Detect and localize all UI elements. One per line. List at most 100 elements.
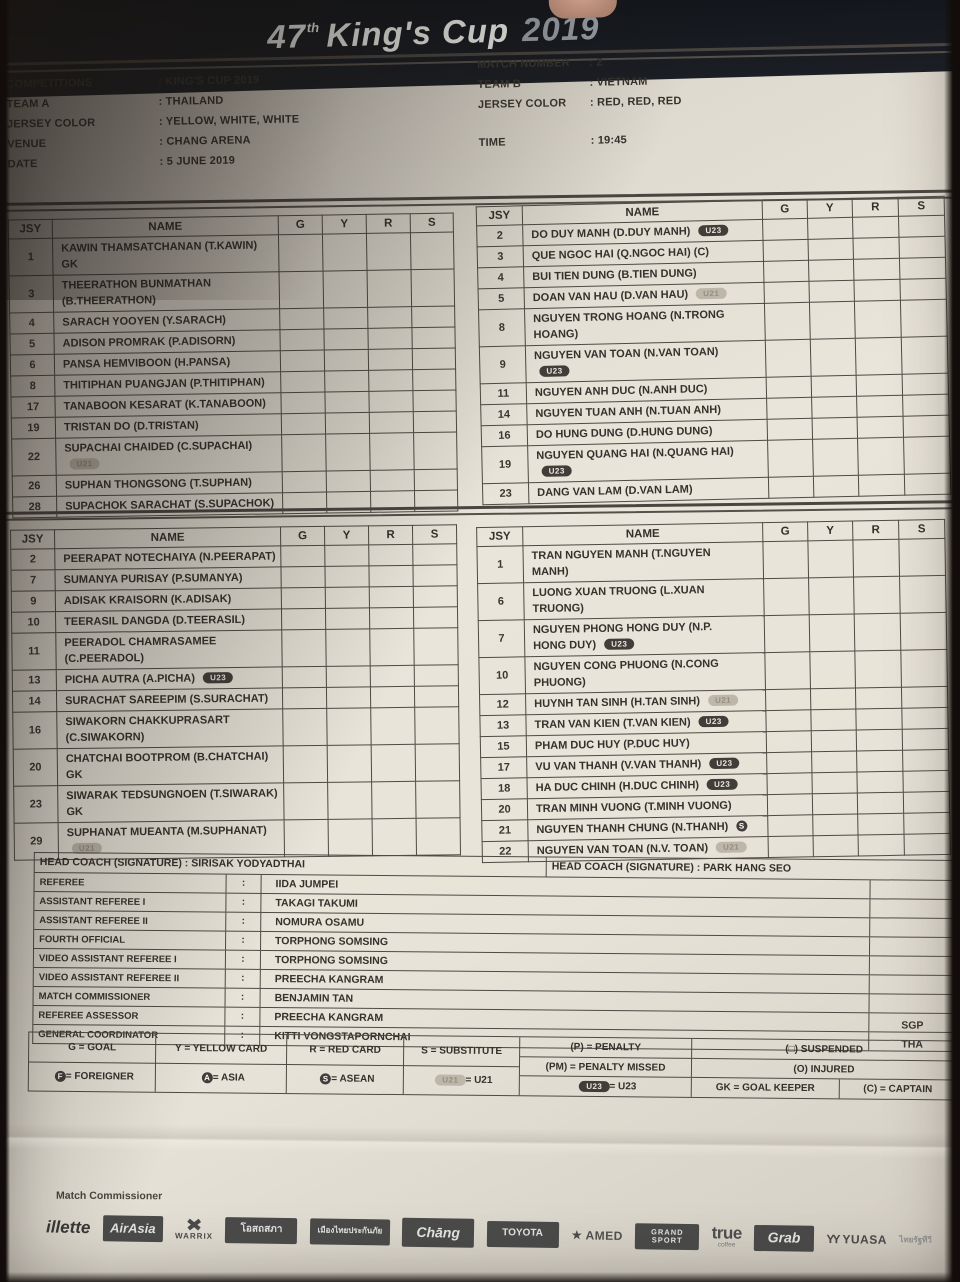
info-value: : YELLOW, WHITE, WHITE xyxy=(158,113,300,128)
player-name: NGUYEN VAN TOAN (N.VAN TOAN) U23 xyxy=(525,340,767,383)
player-name: PEERADOL CHAMRASAMEE (C.PEERADOL) xyxy=(55,629,283,670)
red-card-cell xyxy=(857,813,905,835)
red-card-cell xyxy=(857,416,904,439)
substitute-cell xyxy=(903,812,951,835)
nationality-cell xyxy=(869,880,957,900)
jersey-number: 5 xyxy=(478,287,525,310)
info-value: : VIETNAM xyxy=(589,75,648,89)
yellow-card-cell xyxy=(812,417,858,440)
info-row: DATE : 5 JUNE 2019 xyxy=(8,153,301,171)
goal-cell xyxy=(763,281,810,304)
jersey-number: 4 xyxy=(477,266,525,289)
u23-badge: U23 xyxy=(698,715,729,728)
sponsor-logo-airasia: AirAsia xyxy=(102,1214,163,1242)
u23-badge: U23 xyxy=(706,778,738,791)
nationality-cell xyxy=(869,899,957,919)
goal-cell xyxy=(765,709,812,732)
yellow-card-cell xyxy=(808,280,855,303)
yellow-card-cell xyxy=(812,793,858,815)
red-card-cell xyxy=(853,576,901,615)
yellow-card-cell xyxy=(807,217,853,240)
title-ordinal: th xyxy=(306,19,320,36)
yellow-card-cell xyxy=(811,396,858,419)
jersey-number: 8 xyxy=(478,308,526,347)
column-header: S xyxy=(898,519,945,540)
substitute-cell xyxy=(901,686,948,709)
goal-cell xyxy=(762,540,809,579)
yellow-card-cell xyxy=(808,577,855,615)
goal-cell xyxy=(282,666,327,688)
vietnam-substitutes-table: JSY NAME G Y R S 1 TRAN NGUYEN MANH (T.NGUYEN… xyxy=(476,519,951,863)
column-header: R xyxy=(366,213,411,234)
substitute-cell xyxy=(412,348,456,370)
column-header: R xyxy=(852,520,899,541)
player-name: PEERAPAT NOTECHAIYA (N.PEERAPAT) xyxy=(54,545,281,570)
yellow-card-cell xyxy=(811,375,857,398)
info-label: COMPETITIONS xyxy=(6,77,93,91)
sponsor-logo-osotspa: โอสถสภา xyxy=(225,1216,298,1244)
red-card-cell xyxy=(852,216,899,239)
goal-cell xyxy=(766,730,812,753)
goal-cell xyxy=(768,476,814,499)
red-card-cell xyxy=(855,687,902,710)
goal-cell xyxy=(764,302,811,341)
sponsor-logo-toyota: TOYOTA xyxy=(486,1220,559,1248)
jersey-number: 2 xyxy=(476,224,524,247)
jersey-number: 19 xyxy=(11,417,56,439)
goal-cell xyxy=(763,260,809,283)
yellow-card-cell xyxy=(812,814,859,836)
legend-column: S = SUBSTITUTE U21 = U21 xyxy=(403,1036,521,1096)
player-name: ADISAK KRAISORN (K.ADISAK) xyxy=(55,587,282,612)
yellow-card-cell xyxy=(323,328,369,351)
substitute-cell xyxy=(902,749,949,772)
yellow-card-cell xyxy=(323,270,368,309)
goal-cell xyxy=(280,350,325,372)
substitute-cell xyxy=(901,707,949,730)
colon-cell: : xyxy=(225,893,262,912)
official-name: PREECHA KANGRAM xyxy=(274,973,384,987)
nationality-cell xyxy=(868,956,956,976)
info-value: : KING'S CUP 2019 xyxy=(158,74,260,88)
substitute-cell xyxy=(410,232,455,270)
goal-cell xyxy=(768,835,814,858)
jersey-number: 10 xyxy=(11,611,56,634)
match-info-team-a: COMPETITIONS : KING'S CUP 2019 TEAM A : … xyxy=(6,73,300,178)
jersey-number: 16 xyxy=(481,424,528,447)
player-row: 23 SIWARAK TEDSUNGNOEN (T.SIWARAK) GK xyxy=(13,780,461,824)
red-card-cell xyxy=(371,781,417,819)
legend-cell: (C) = CAPTAIN xyxy=(838,1079,956,1100)
red-card-cell xyxy=(854,300,902,339)
substitute-cell xyxy=(898,236,946,259)
yellow-card-cell xyxy=(811,730,857,752)
colon-cell: : xyxy=(225,874,262,893)
legend-cell: GK = GOAL KEEPER xyxy=(715,1082,815,1095)
sponsor-logo-grab: Grab xyxy=(753,1224,815,1252)
substitute-cell xyxy=(413,627,459,666)
yellow-card-cell xyxy=(813,834,859,857)
column-header: JSY xyxy=(476,526,523,547)
u23-badge: U23 xyxy=(539,365,570,377)
legend-cell: (O) INJURED xyxy=(691,1057,957,1080)
legend-column: G = GOAL F = FOREIGNER xyxy=(28,1032,157,1092)
column-header: JSY xyxy=(10,529,55,550)
goal-cell xyxy=(281,413,326,435)
official-name: TAKAGI TAKUMI xyxy=(275,897,358,910)
red-card-cell xyxy=(370,490,415,513)
red-card-cell xyxy=(857,437,905,476)
goal-cell xyxy=(766,397,813,420)
jersey-number: 20 xyxy=(481,798,528,821)
red-card-cell xyxy=(369,411,414,434)
yellow-card-cell xyxy=(326,470,371,493)
jersey-number: 15 xyxy=(480,735,527,758)
match-commissioner-note: Match Commissioner xyxy=(55,1189,163,1203)
sponsor-logo-amed: ★ AMED xyxy=(570,1226,624,1243)
substitute-cell xyxy=(414,685,459,708)
red-card-cell xyxy=(369,628,415,666)
info-value: : CHANG ARENA xyxy=(159,134,251,148)
red-card-cell xyxy=(856,750,903,773)
red-card-cell xyxy=(368,565,414,587)
asean-badge: S xyxy=(320,1073,332,1085)
yellow-card-cell xyxy=(322,233,368,272)
red-card-cell xyxy=(857,792,904,815)
official-name: IIDA JUMPEI xyxy=(275,878,339,891)
